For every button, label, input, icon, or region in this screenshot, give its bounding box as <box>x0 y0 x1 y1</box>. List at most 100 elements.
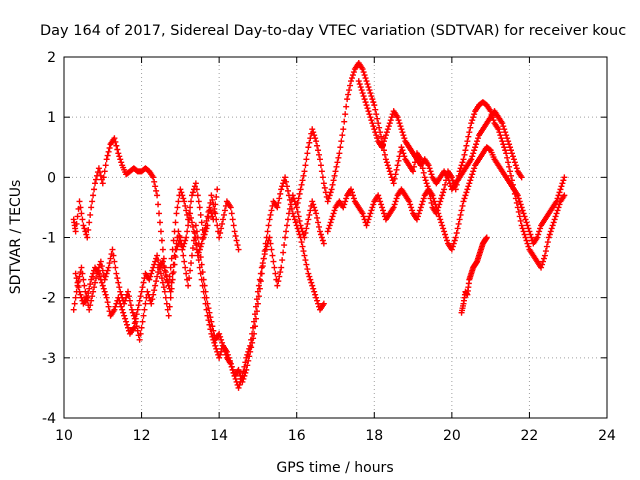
data-point <box>102 273 109 280</box>
data-point <box>467 124 474 131</box>
data-point <box>388 114 395 121</box>
data-point <box>364 81 371 88</box>
data-point <box>256 276 263 283</box>
data-point <box>192 180 199 187</box>
data-point <box>298 181 305 188</box>
data-point <box>318 168 325 175</box>
data-point <box>127 302 134 309</box>
data-point <box>129 309 136 316</box>
data-point <box>453 229 460 236</box>
data-point <box>196 264 203 271</box>
data-point <box>306 273 313 280</box>
data-point <box>168 255 175 262</box>
data-point <box>399 129 406 136</box>
data-point <box>326 222 333 229</box>
data-point <box>382 132 389 139</box>
data-point <box>249 330 256 337</box>
data-point <box>278 264 285 271</box>
data-point <box>355 78 362 85</box>
data-point <box>160 255 167 262</box>
data-point <box>348 189 355 196</box>
data-point <box>91 284 98 291</box>
data-point <box>245 348 252 355</box>
data-point <box>296 190 303 197</box>
data-point <box>514 192 521 199</box>
data-point <box>469 171 476 178</box>
data-point <box>454 225 461 232</box>
data-point <box>181 240 188 247</box>
data-point <box>521 231 528 238</box>
data-point <box>219 220 226 227</box>
data-point <box>199 236 206 243</box>
data-point <box>167 288 174 295</box>
data-point <box>468 120 475 127</box>
data-point <box>96 169 103 176</box>
data-point <box>340 126 347 133</box>
data-point <box>362 99 369 106</box>
data-point <box>211 208 218 215</box>
data-point <box>237 378 244 385</box>
data-point <box>136 336 143 343</box>
data-point <box>303 156 310 163</box>
data-point <box>120 309 127 316</box>
data-point <box>523 219 530 226</box>
data-point <box>336 150 343 157</box>
data-point <box>158 275 165 282</box>
data-point <box>130 312 137 319</box>
data-point <box>71 300 78 307</box>
data-point <box>374 115 381 122</box>
data-point <box>266 216 273 223</box>
series-track-4 <box>192 192 327 391</box>
data-point <box>345 91 352 98</box>
data-point <box>182 264 189 271</box>
data-point <box>520 210 527 217</box>
data-point <box>241 363 248 370</box>
data-point <box>104 152 111 159</box>
data-point <box>306 139 313 146</box>
data-point <box>209 196 216 203</box>
data-point <box>300 172 307 179</box>
data-point <box>282 174 289 181</box>
data-point <box>363 78 370 85</box>
data-point <box>368 117 375 124</box>
data-point <box>128 306 135 313</box>
data-point <box>144 288 151 295</box>
data-point <box>338 138 345 145</box>
data-point <box>228 363 235 370</box>
data-point <box>75 278 82 285</box>
data-point <box>267 240 274 247</box>
data-point <box>390 204 397 211</box>
data-point <box>274 282 281 289</box>
data-point <box>520 228 527 235</box>
data-point <box>85 226 92 233</box>
data-point <box>320 240 327 247</box>
data-point <box>150 264 157 271</box>
data-point <box>160 284 167 291</box>
data-point <box>470 114 477 121</box>
data-point <box>414 213 421 220</box>
data-point <box>113 142 120 149</box>
data-point <box>188 260 195 267</box>
data-point <box>561 174 568 181</box>
data-point <box>304 150 311 157</box>
data-point <box>150 291 157 298</box>
data-point <box>442 231 449 238</box>
data-point <box>118 159 125 166</box>
data-point <box>281 242 288 249</box>
data-point <box>198 261 205 268</box>
data-point <box>261 251 268 258</box>
data-point <box>437 198 444 205</box>
data-point <box>254 300 261 307</box>
data-point <box>364 105 371 112</box>
data-point <box>188 219 195 226</box>
data-point <box>560 177 567 184</box>
data-point <box>509 153 516 160</box>
data-point <box>416 207 423 214</box>
data-point <box>297 222 304 229</box>
x-tick-label: 16 <box>288 428 306 444</box>
data-point <box>294 208 301 215</box>
data-point <box>508 150 515 157</box>
data-point <box>385 123 392 130</box>
series-track-6 <box>324 144 568 253</box>
data-point <box>301 234 308 241</box>
